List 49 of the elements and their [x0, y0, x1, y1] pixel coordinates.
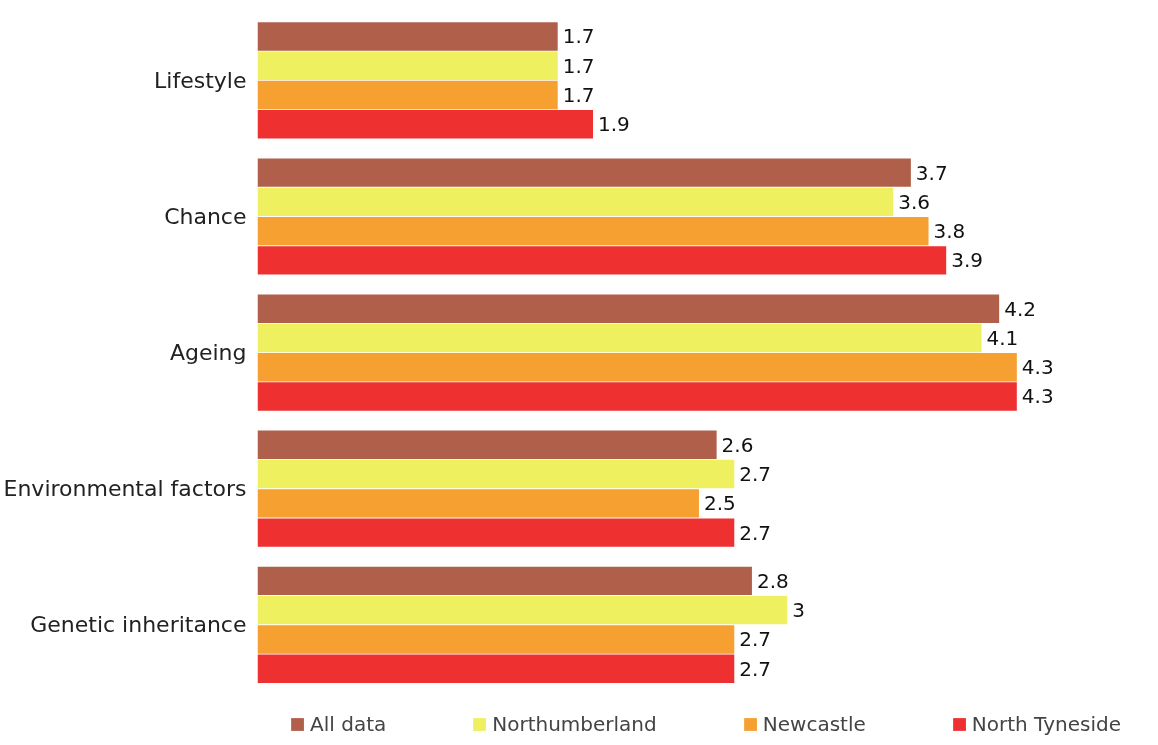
- data-label: 2.7: [739, 656, 772, 681]
- data-label: 3: [792, 598, 805, 623]
- legend-label: All data: [310, 712, 387, 736]
- data-label: 4.1: [986, 325, 1019, 350]
- data-label: 2.5: [703, 491, 736, 516]
- bar: [257, 22, 558, 51]
- bar: [257, 353, 1017, 382]
- bar: [257, 110, 594, 139]
- legend-label: Northumberland: [492, 712, 657, 736]
- data-label: 2.7: [739, 627, 772, 652]
- data-label: 3.6: [898, 189, 931, 214]
- legend-label: Newcastle: [762, 712, 866, 736]
- y-tick-label: Environmental factors: [3, 476, 247, 502]
- y-tick-label: Ageing: [169, 340, 247, 366]
- y-tick-label: Genetic inheritance: [30, 612, 247, 638]
- data-label: 2.8: [756, 568, 789, 593]
- bar: [257, 595, 788, 625]
- data-label: 2.6: [721, 432, 754, 457]
- bar: [257, 323, 982, 353]
- data-label: 1.7: [562, 53, 595, 78]
- bar: [257, 518, 735, 547]
- bar: [257, 187, 894, 217]
- bar: [257, 654, 735, 683]
- bar: [257, 294, 1000, 323]
- bar: [257, 566, 752, 596]
- bar: [257, 382, 1017, 411]
- bar: [257, 459, 735, 489]
- y-tick-label: Lifestyle: [154, 67, 247, 93]
- legend-label: North Tyneside: [971, 712, 1121, 736]
- data-label: 2.7: [739, 520, 772, 545]
- data-label: 4.3: [1021, 384, 1054, 409]
- data-label: 3.9: [951, 248, 983, 273]
- bar: [257, 51, 558, 80]
- data-label: 4.2: [1004, 296, 1036, 321]
- bar: [257, 80, 558, 110]
- bar: [257, 246, 947, 275]
- data-label: 1.7: [562, 82, 595, 107]
- data-label: 1.9: [598, 112, 630, 137]
- bar: [257, 216, 929, 246]
- y-tick-label: Chance: [164, 203, 247, 229]
- data-label: 3.8: [933, 219, 966, 244]
- data-label: 2.7: [739, 462, 772, 487]
- bar: [257, 430, 717, 459]
- bar: [257, 158, 911, 187]
- bar: [257, 489, 699, 518]
- data-label: 4.3: [1021, 355, 1054, 380]
- data-label: 3.7: [915, 160, 948, 185]
- bar: [257, 625, 735, 654]
- data-label: 1.7: [562, 24, 595, 49]
